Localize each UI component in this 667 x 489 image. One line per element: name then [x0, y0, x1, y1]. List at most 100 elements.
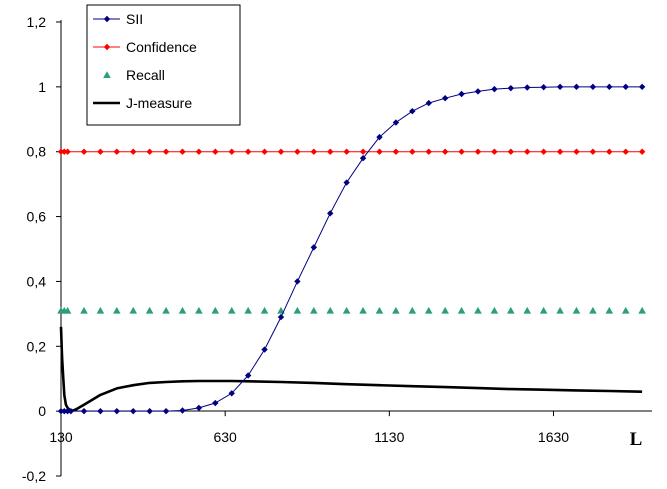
data-point	[491, 85, 498, 93]
data-point	[80, 407, 88, 415]
data-point	[310, 148, 318, 155]
data-point	[61, 148, 68, 155]
data-point	[392, 119, 400, 126]
data-point	[458, 90, 465, 98]
data-point	[589, 306, 597, 314]
data-point	[572, 306, 581, 314]
data-point	[606, 148, 613, 155]
x-tick-label: 1130	[374, 429, 404, 445]
data-point	[146, 148, 153, 155]
data-point	[145, 306, 154, 314]
y-tick-labels: -0,2 0 0,2 0,4 0,6 0,8 1 1,2	[22, 14, 46, 484]
data-point	[64, 148, 71, 155]
data-point	[310, 244, 318, 251]
data-point	[129, 306, 138, 314]
data-point	[244, 372, 252, 379]
data-point	[294, 278, 301, 285]
data-point	[523, 306, 532, 314]
data-point	[474, 148, 482, 155]
data-point	[441, 306, 449, 314]
data-point	[277, 148, 285, 155]
legend-item: Recall	[103, 67, 165, 83]
legend-item: SII	[93, 11, 143, 27]
data-point	[556, 83, 564, 91]
series-sii	[57, 83, 646, 415]
data-point	[474, 88, 482, 95]
data-point	[622, 83, 629, 91]
series-confidence	[57, 148, 646, 155]
data-point	[260, 306, 269, 314]
data-point	[293, 306, 302, 314]
data-point	[507, 306, 515, 314]
data-point	[80, 306, 88, 314]
data-point	[96, 306, 105, 314]
legend-label: Confidence	[126, 39, 197, 55]
data-point	[425, 99, 432, 107]
x-tick-label: 630	[213, 429, 237, 445]
legend-box	[86, 4, 241, 126]
data-point	[227, 306, 236, 314]
data-point	[474, 306, 482, 314]
data-point	[277, 313, 285, 321]
data-point	[228, 390, 235, 397]
data-point	[441, 95, 449, 102]
data-point	[589, 148, 597, 155]
data-point	[113, 148, 121, 155]
data-point	[524, 84, 531, 91]
data-point	[408, 306, 417, 314]
data-point	[573, 148, 580, 155]
data-point	[376, 133, 383, 141]
data-point	[179, 148, 186, 155]
data-point	[261, 346, 268, 353]
data-point	[113, 306, 121, 314]
x-tick-label: 130	[49, 429, 73, 445]
series-j-measure	[59, 326, 643, 413]
y-tick-label: 0,2	[27, 338, 47, 354]
data-point	[359, 155, 367, 162]
data-point	[606, 83, 613, 91]
data-point	[392, 306, 400, 314]
data-point	[310, 306, 318, 314]
data-point	[441, 148, 449, 155]
data-point	[179, 407, 186, 414]
legend-label: Recall	[126, 67, 165, 83]
data-point	[343, 179, 350, 186]
data-point	[556, 306, 564, 314]
data-point	[113, 407, 121, 415]
data-point	[261, 148, 268, 155]
data-point	[162, 148, 170, 155]
legend-item: J-measure	[93, 95, 192, 111]
y-tick-label: 0,8	[27, 144, 47, 160]
data-point	[409, 107, 416, 115]
data-point	[376, 148, 383, 155]
data-point	[63, 306, 72, 314]
data-point	[424, 306, 433, 314]
data-point	[490, 306, 499, 314]
data-point	[457, 306, 466, 314]
data-point	[57, 148, 65, 155]
data-point	[97, 407, 104, 415]
data-point	[195, 306, 203, 314]
data-point	[103, 43, 111, 51]
data-point	[638, 83, 646, 91]
data-point	[244, 148, 252, 155]
data-point	[359, 306, 367, 314]
data-point	[556, 148, 564, 155]
data-point	[491, 148, 498, 155]
data-point	[507, 84, 515, 92]
data-point	[605, 306, 614, 314]
x-axis: 130 630 1130 1630 L	[49, 410, 652, 450]
y-tick-label: 0	[38, 403, 46, 419]
y-tick-label: 1	[38, 79, 46, 95]
y-tick-label: 1,2	[27, 14, 47, 30]
data-point	[130, 148, 137, 155]
data-point	[64, 407, 71, 415]
data-point	[425, 148, 432, 155]
data-point	[326, 306, 335, 314]
data-point	[342, 306, 351, 314]
series-recall	[57, 306, 646, 314]
data-point	[97, 148, 104, 155]
y-tick-label: 0,6	[27, 209, 47, 225]
data-point	[80, 148, 88, 155]
x-tick-labels: 130 630 1130 1630	[49, 429, 569, 445]
